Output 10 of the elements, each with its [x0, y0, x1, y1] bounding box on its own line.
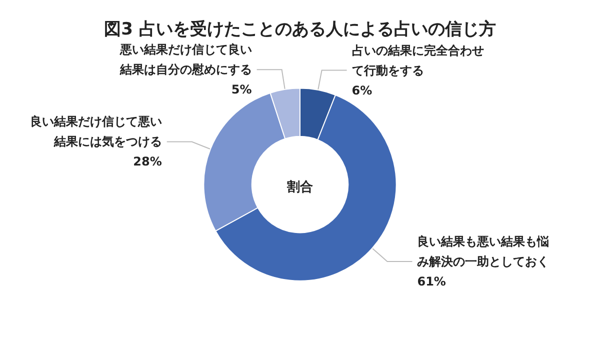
slice-label: 悪い結果だけ信じて良い結果は自分の慰めにする: [118, 42, 252, 77]
data-label: 5%: [231, 82, 252, 97]
data-label: 6%: [352, 83, 372, 98]
chart-title: 図3 占いを受けたことのある人による占いの信じ方: [104, 20, 496, 40]
text: 割合: [286, 179, 313, 195]
slice-label: 良い結果だけ信じて悪い結果には気をつける: [30, 114, 162, 149]
slice-label: 良い結果も悪い結果も悩み解決の一助としておく: [417, 234, 550, 268]
data-label: 28%: [133, 154, 162, 169]
data-label: 61%: [417, 274, 446, 288]
slice-label: 占いの結果に完全合わせて行動をする: [352, 43, 484, 78]
